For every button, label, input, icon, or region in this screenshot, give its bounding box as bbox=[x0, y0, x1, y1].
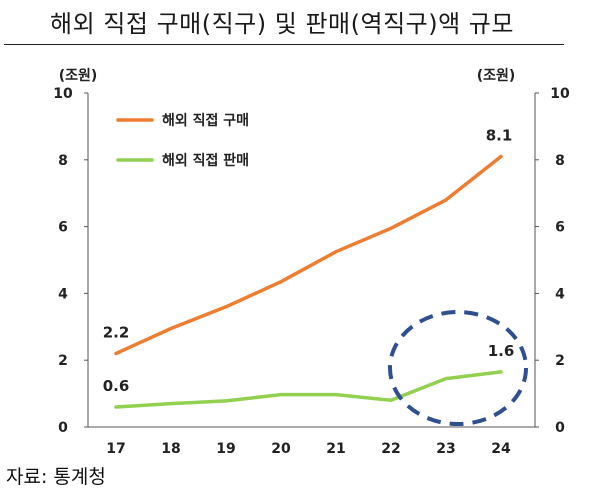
chart-title: 해외 직접 구매(직구) 및 판매(역직구)액 규모 bbox=[50, 10, 514, 38]
legend-label-2: 해외 직접 판매 bbox=[162, 152, 249, 169]
y-tick-label-left: 0 bbox=[58, 420, 68, 436]
data-label: 1.6 bbox=[488, 342, 515, 360]
data-label: 2.2 bbox=[103, 324, 130, 342]
highlight-ellipse bbox=[388, 310, 528, 426]
x-tick-label: 22 bbox=[381, 441, 400, 457]
x-tick-label: 20 bbox=[271, 441, 291, 457]
y-tick-label-right: 0 bbox=[555, 420, 565, 436]
y-tick-label-right: 4 bbox=[555, 286, 565, 302]
y-tick-label-left: 2 bbox=[58, 353, 68, 369]
y-tick-label-right: 8 bbox=[555, 153, 565, 169]
legend-label-1: 해외 직접 구매 bbox=[162, 112, 249, 129]
y-tick-label-right: 2 bbox=[555, 353, 565, 369]
y-tick-label-left: 6 bbox=[58, 220, 68, 236]
x-tick-label: 23 bbox=[436, 441, 455, 457]
title-divider bbox=[4, 44, 564, 45]
annotations bbox=[388, 310, 528, 426]
y-tick-label-right: 10 bbox=[550, 86, 570, 102]
y-tick-label-left: 4 bbox=[58, 286, 68, 302]
series-line-1 bbox=[114, 154, 503, 356]
x-tick-label: 21 bbox=[326, 441, 345, 457]
x-tick-label: 24 bbox=[491, 441, 511, 457]
y-tick-label-left: 10 bbox=[53, 86, 73, 102]
axes bbox=[84, 92, 539, 428]
x-tick-label: 17 bbox=[106, 441, 125, 457]
data-label: 8.1 bbox=[486, 126, 513, 144]
y-axis-unit-left: (조원) bbox=[59, 68, 98, 84]
x-tick-label: 19 bbox=[216, 441, 235, 457]
tick-labels: 0 02 24 46 68 810 10(조원) (조원)17 18 19 20 21 22 23 24 bbox=[53, 68, 570, 457]
y-tick-label-right: 6 bbox=[555, 220, 565, 236]
data-labels: 2.2 8.1 0.6 1.6 bbox=[103, 126, 515, 395]
y-tick-label-left: 8 bbox=[58, 153, 68, 169]
y-axis-unit-right: (조원) bbox=[477, 68, 516, 84]
source-note: 자료: 통계청 bbox=[6, 466, 106, 488]
x-tick-label: 18 bbox=[161, 441, 180, 457]
data-label: 0.6 bbox=[103, 377, 130, 395]
series-line-2 bbox=[114, 370, 503, 409]
series-lines bbox=[114, 154, 503, 409]
